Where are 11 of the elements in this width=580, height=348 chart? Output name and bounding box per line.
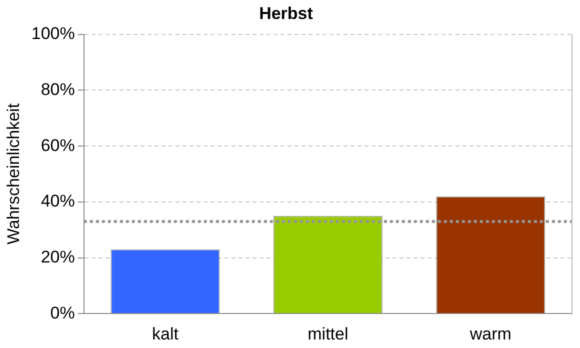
y-tick-label: 80% bbox=[40, 80, 75, 99]
y-axis-title: Wahrscheinlichkeit bbox=[4, 103, 23, 245]
y-tick-label: 40% bbox=[40, 192, 75, 211]
y-tick-label: 20% bbox=[40, 247, 75, 266]
x-tick-label: kalt bbox=[152, 324, 179, 344]
y-tick-label: 0% bbox=[50, 303, 75, 322]
y-tick-label: 100% bbox=[31, 24, 75, 44]
chart-title: Herbst bbox=[259, 4, 314, 23]
x-tick-label: warm bbox=[468, 324, 512, 344]
x-tick-label: mittel bbox=[308, 324, 348, 344]
y-tick-label: 60% bbox=[40, 136, 75, 155]
